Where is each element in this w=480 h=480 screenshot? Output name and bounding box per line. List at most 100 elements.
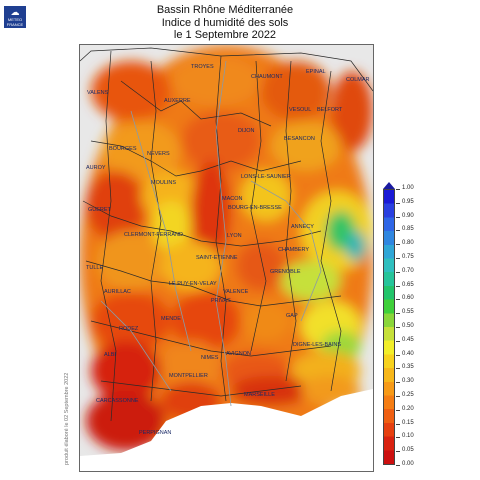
city-label: AUROY bbox=[86, 165, 106, 171]
colorbar-tick bbox=[396, 465, 400, 466]
rivers bbox=[100, 60, 322, 407]
moisture-patch bbox=[91, 61, 171, 121]
title-line-1: Bassin Rhône Méditerranée bbox=[156, 4, 294, 16]
colorbar-label: 0.50 bbox=[402, 323, 414, 329]
colorbar-tick bbox=[396, 451, 400, 453]
city-label: MARSEILLE bbox=[244, 392, 275, 398]
production-note-text: produit élaboré le 02 Septembre 2022 bbox=[64, 372, 70, 465]
city-label: LYON bbox=[227, 233, 242, 239]
city-label: LE PUY-EN-VELAY bbox=[169, 281, 217, 287]
city-label: ANNECY bbox=[291, 224, 314, 230]
colorbar-label: 0.45 bbox=[402, 336, 414, 343]
city-label: MACON bbox=[222, 196, 243, 202]
colorbar-label: 1.00 bbox=[402, 185, 414, 191]
colorbar-label: 0.15 bbox=[402, 419, 414, 426]
city-label: RODEZ bbox=[119, 326, 139, 332]
city-label: EPINAL bbox=[306, 69, 326, 75]
colorbar-label: 0.85 bbox=[402, 226, 414, 233]
moisture-patch bbox=[241, 301, 291, 341]
moisture-patch bbox=[96, 231, 166, 291]
colorbar-label: 0.25 bbox=[402, 392, 414, 398]
city-label: CARCASSONNE bbox=[96, 398, 139, 404]
moisture-patch bbox=[181, 111, 261, 171]
map-title: Bassin Rhône Méditerranée Indice d humid… bbox=[80, 4, 370, 42]
city-label: GRENOBLE bbox=[270, 269, 301, 275]
colorbar-tick bbox=[396, 368, 400, 370]
moisture-patch bbox=[281, 261, 341, 301]
moisture-patch bbox=[161, 341, 221, 391]
colorbar-label: 0.00 bbox=[402, 461, 414, 467]
colorbar-label: 0.35 bbox=[402, 364, 414, 371]
colorbar-label: 0.20 bbox=[402, 405, 414, 412]
city-label: COLMAR bbox=[346, 77, 370, 83]
city-label: CHAMBERY bbox=[278, 247, 309, 253]
moisture-patch bbox=[191, 161, 231, 261]
city-label: VALENCE bbox=[223, 289, 249, 295]
moisture-patch bbox=[236, 241, 286, 291]
colorbar-tick bbox=[396, 423, 400, 425]
colorbar-tick bbox=[396, 299, 400, 301]
colorbar-label: 0.30 bbox=[402, 378, 414, 385]
city-label: TROYES bbox=[191, 64, 214, 70]
city-label: SAINT-ETIENNE bbox=[196, 255, 238, 261]
moisture-patch bbox=[231, 376, 311, 406]
city-label: AUXERRE bbox=[164, 98, 191, 104]
city-label: MOULINS bbox=[151, 180, 176, 186]
colorbar-tick bbox=[396, 202, 400, 204]
colorbar-tick bbox=[396, 327, 400, 328]
logo-icon: ☁ bbox=[10, 7, 20, 17]
meteo-france-logo: ☁ METEO FRANCE bbox=[4, 6, 26, 28]
city-label: DIJON bbox=[238, 128, 255, 134]
city-label: NIMES bbox=[201, 355, 219, 361]
colorbar-tick bbox=[396, 354, 400, 356]
city-label: VESOUL bbox=[289, 107, 311, 113]
colorbar-tick bbox=[396, 189, 400, 190]
city-label: TULLE bbox=[86, 265, 103, 271]
city-label: LONS-LE-SAUNIER bbox=[241, 174, 291, 180]
city-label: CLERMONT-FERRAND bbox=[124, 232, 183, 238]
moisture-patch bbox=[161, 241, 221, 291]
colorbar-label: 0.10 bbox=[402, 433, 414, 440]
colorbar-tick bbox=[396, 216, 400, 218]
moisture-patch bbox=[346, 231, 366, 261]
colorbar-tick bbox=[396, 313, 400, 315]
moisture-patch bbox=[101, 121, 181, 181]
city-label: MONTPELLIER bbox=[169, 373, 208, 379]
colorbar-label: 0.70 bbox=[402, 267, 414, 274]
moisture-patch bbox=[331, 71, 373, 151]
city-label: MENDE bbox=[161, 316, 181, 322]
city-label: AVIGNON bbox=[226, 351, 251, 357]
map-frame: TROYES CHAUMONT EPINAL COLMAR VALENS AUXERRE V… bbox=[79, 44, 374, 472]
moisture-patch bbox=[261, 61, 331, 121]
title-line-2: Indice d humidité des sols bbox=[161, 16, 289, 29]
colorbar-label: 0.40 bbox=[402, 350, 414, 357]
colorbar-top-arrow bbox=[383, 182, 395, 189]
colorbar-tick bbox=[396, 396, 400, 397]
moisture-patch bbox=[86, 391, 166, 451]
colorbar-label: 0.55 bbox=[402, 309, 414, 316]
city-labels: TROYES CHAUMONT EPINAL COLMAR VALENS AUXERRE V… bbox=[86, 64, 370, 436]
colorbar-label: 0.75 bbox=[402, 254, 414, 260]
logo-text: METEO FRANCE bbox=[6, 17, 24, 27]
colorbar-label: 0.65 bbox=[402, 281, 414, 288]
city-label: NEVERS bbox=[147, 151, 170, 157]
moisture-patch bbox=[241, 171, 291, 221]
colorbar-tick bbox=[396, 340, 400, 342]
colorbar-tick bbox=[396, 258, 400, 259]
city-label: BOURG-EN-BRESSE bbox=[228, 205, 282, 211]
moisture-patch bbox=[141, 171, 201, 221]
moisture-patch bbox=[171, 291, 241, 351]
colorbar-label: 0.80 bbox=[402, 240, 414, 247]
city-label: VALENS bbox=[87, 90, 109, 96]
colorbar-tick bbox=[396, 285, 400, 287]
moisture-patch bbox=[171, 56, 261, 106]
colorbar-tick bbox=[396, 437, 400, 439]
production-note: produit élaboré le 02 Septembre 2022 bbox=[64, 345, 80, 465]
city-label: PRIVAS bbox=[211, 298, 231, 304]
city-label: PERPIGNAN bbox=[139, 430, 171, 436]
city-label: DIGNE-LES-BAINS bbox=[293, 342, 341, 348]
city-label: CHAUMONT bbox=[251, 74, 283, 80]
colorbar-label: 0.05 bbox=[402, 447, 414, 454]
city-label: BELFORT bbox=[317, 107, 343, 113]
city-label: AURILLAC bbox=[104, 289, 131, 295]
